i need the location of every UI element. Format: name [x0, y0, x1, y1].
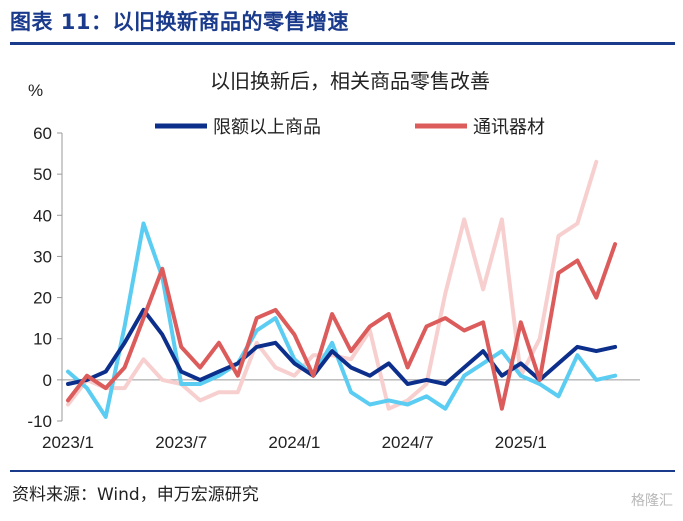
series-line-2: [66, 307, 618, 386]
y-tick-label: -10: [27, 412, 52, 431]
y-tick-label: 40: [33, 206, 52, 225]
series-line-3: [66, 242, 618, 411]
series-lines: [66, 159, 618, 419]
series-line-0: [66, 159, 599, 411]
y-tick-label: 0: [43, 371, 52, 390]
y-axis-unit: %: [28, 81, 43, 100]
watermark-text: 格隆汇: [631, 493, 673, 509]
source-note: 资料来源：Wind，申万宏源研究: [12, 485, 259, 505]
title-rule: [10, 42, 675, 45]
x-tick-label: 2024/7: [382, 433, 434, 452]
y-tick-label: 10: [33, 330, 52, 349]
y-tick-label: 20: [33, 289, 52, 308]
x-tick-label: 2024/1: [268, 433, 320, 452]
legend: 限额以上商品 通讯器材: [155, 117, 545, 137]
legend-label: 通讯器材: [473, 117, 545, 137]
y-tick-label: 60: [33, 124, 52, 143]
x-tick-label: 2023/1: [42, 433, 94, 452]
x-tick-label: 2023/7: [155, 433, 207, 452]
figure-title: 图表 11：以旧换新商品的零售增速: [10, 10, 350, 34]
y-tick-label: 50: [33, 165, 52, 184]
series-line-1: [66, 221, 618, 419]
y-tick-label: 30: [33, 247, 52, 266]
chart-title: 以旧换新后，相关商品零售改善: [210, 70, 490, 93]
x-axis: 2023/1 2023/7 2024/1 2024/7 2025/1: [42, 379, 640, 452]
y-axis: -10 0 10 20 30 40 50 60: [27, 124, 63, 431]
line-chart: 以旧换新后，相关商品零售改善 % 限额以上商品 通讯器材 -10 0 10 20 30 40…: [27, 70, 640, 452]
x-tick-label: 2025/1: [495, 433, 547, 452]
legend-label: 限额以上商品: [213, 117, 321, 137]
footer-rule: [10, 470, 675, 472]
